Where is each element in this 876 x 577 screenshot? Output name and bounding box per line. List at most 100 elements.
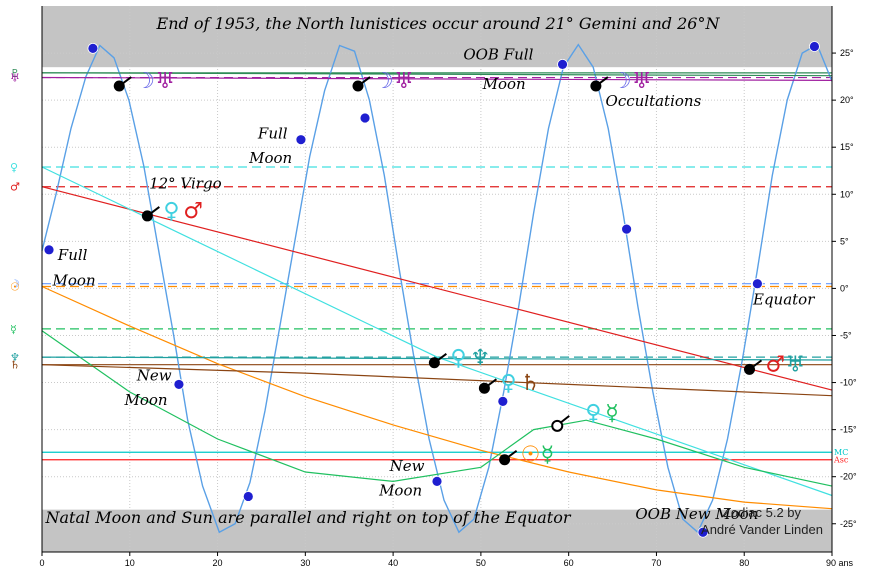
series-line	[41, 330, 833, 487]
y-tick-label: -25°	[840, 519, 857, 529]
series-line	[41, 364, 833, 397]
event-glyph: ♀	[163, 199, 179, 224]
series-line	[41, 186, 833, 391]
y-tick-label: 15°	[840, 142, 854, 152]
moon-marker	[751, 278, 763, 290]
event-glyph: ☽	[374, 69, 394, 94]
annotation: Equator	[752, 290, 815, 308]
moon-marker	[359, 112, 371, 124]
annotation: Moon	[124, 391, 168, 409]
chart-title: End of 1953, the North lunistices occur …	[156, 14, 721, 33]
oob-band	[42, 6, 832, 68]
y-tick-label: 5°	[840, 236, 849, 246]
y-tick-label: -15°	[840, 425, 857, 435]
y-tick-label: 10°	[840, 189, 854, 199]
annotation: New	[389, 457, 425, 475]
event-dot	[352, 80, 364, 92]
y-tick-label: 20°	[840, 95, 854, 105]
y-tick-label: -5°	[840, 330, 852, 340]
aspect-glyph: ♀	[585, 401, 601, 426]
x-tick-label: 90 ans	[826, 558, 854, 568]
natal-line-glyph: ☿	[10, 323, 17, 336]
event-glyph: ♆	[470, 346, 490, 371]
moon-marker	[87, 42, 99, 54]
y-tick-label: -10°	[840, 378, 857, 388]
series-line	[41, 72, 833, 77]
event-dot	[590, 80, 602, 92]
y-tick-label: -20°	[840, 472, 857, 482]
x-tick-label: 40	[388, 558, 398, 568]
moon-marker	[295, 134, 307, 146]
natal-line-glyph: ♇	[10, 67, 20, 80]
series-line	[41, 166, 833, 497]
event-dot	[428, 357, 440, 369]
natal-line-label: Asc	[833, 456, 849, 465]
event-glyph: ☉	[521, 443, 541, 468]
event-glyph: ♅	[632, 69, 652, 94]
moon-marker	[431, 475, 443, 487]
annotation: 12° Virgo	[149, 175, 222, 193]
event-dot	[499, 454, 511, 466]
x-tick-label: 70	[651, 558, 661, 568]
annotation: Full	[57, 246, 88, 264]
series-line	[41, 43, 833, 534]
annotation: Moon	[248, 149, 292, 167]
moon-marker	[43, 244, 55, 256]
annotation: OOB Full	[463, 46, 533, 64]
moon-marker	[557, 58, 568, 70]
x-tick-label: 50	[476, 558, 486, 568]
x-tick-label: 60	[564, 558, 574, 568]
x-tick-label: 10	[125, 558, 135, 568]
aspect-glyph: ☿	[605, 401, 619, 426]
event-glyph: ♀	[450, 346, 466, 371]
natal-line-glyph: ☽	[10, 278, 20, 291]
event-dot	[478, 382, 490, 394]
event-glyph: ♂	[765, 352, 785, 377]
annotation: OOB New Moon	[635, 505, 758, 523]
event-glyph: ☽	[135, 69, 155, 94]
event-glyph: ♄	[520, 371, 540, 396]
annotation: Full	[257, 125, 288, 143]
event-glyph: ♂	[183, 199, 203, 224]
event-glyph: ☿	[541, 443, 555, 468]
event-dot	[743, 363, 755, 375]
event-glyph: ☽	[612, 69, 632, 94]
moon-marker	[621, 223, 632, 235]
moon-marker	[173, 379, 185, 390]
event-dot	[113, 80, 125, 92]
natal-line-glyph: ♂	[10, 181, 20, 194]
annotation: Moon	[378, 482, 422, 500]
x-tick-label: 0	[39, 558, 44, 568]
aspect-pointer	[559, 415, 570, 424]
moon-marker	[242, 491, 254, 502]
credit-line-1: Zodiac 5.2 by	[723, 505, 802, 520]
series-line	[41, 285, 833, 510]
event-glyph: ♅	[155, 69, 175, 94]
natal-line-glyph: ♄	[10, 359, 20, 372]
x-tick-label: 20	[213, 558, 223, 568]
natal-line-glyph: ♀	[10, 161, 18, 174]
annotation: Occultations	[606, 92, 702, 110]
series-line	[41, 76, 833, 81]
event-glyph: ♅	[394, 69, 414, 94]
natal-line-glyph: ♆	[10, 351, 20, 364]
natal-line-glyph: ☉	[10, 281, 20, 294]
credit-line-2: André Vander Linden	[701, 522, 823, 537]
aspect-ring	[551, 419, 564, 432]
annotation: Moon	[482, 75, 526, 93]
natal-line-label: MC	[834, 448, 848, 457]
event-glyph: ♅	[785, 352, 805, 377]
y-tick-label: 25°	[840, 48, 854, 58]
x-tick-label: 30	[300, 558, 310, 568]
chart-footer: Natal Moon and Sun are parallel and righ…	[44, 508, 571, 527]
x-tick-label: 80	[739, 558, 749, 568]
moon-marker	[497, 395, 509, 407]
moon-marker	[809, 41, 820, 52]
moon-marker	[697, 526, 709, 538]
event-glyph: ♀	[500, 371, 516, 396]
natal-line-glyph: ♅	[10, 72, 20, 85]
annotation: Moon	[52, 272, 96, 290]
y-tick-label: 0°	[840, 283, 849, 293]
